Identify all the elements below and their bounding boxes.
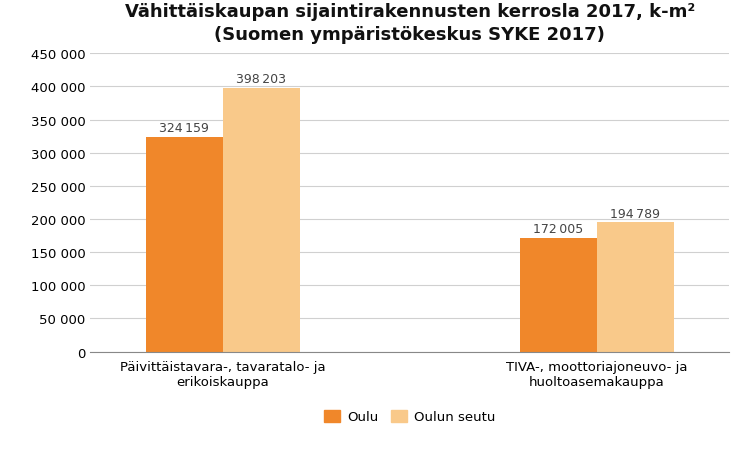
- Bar: [597, 223, 674, 352]
- Text: 194 789: 194 789: [611, 207, 660, 220]
- Text: 398 203: 398 203: [236, 73, 287, 86]
- Bar: [146, 138, 223, 352]
- Text: 324 159: 324 159: [159, 122, 209, 135]
- Title: Vähittäiskaupan sijaintirakennusten kerrosla 2017, k-m²
(Suomen ympäristökeskus : Vähittäiskaupan sijaintirakennusten kerr…: [125, 3, 695, 44]
- Text: 172 005: 172 005: [533, 222, 584, 235]
- Bar: [520, 238, 597, 352]
- Bar: [223, 88, 300, 352]
- Legend: Oulu, Oulun seutu: Oulu, Oulun seutu: [319, 405, 501, 428]
